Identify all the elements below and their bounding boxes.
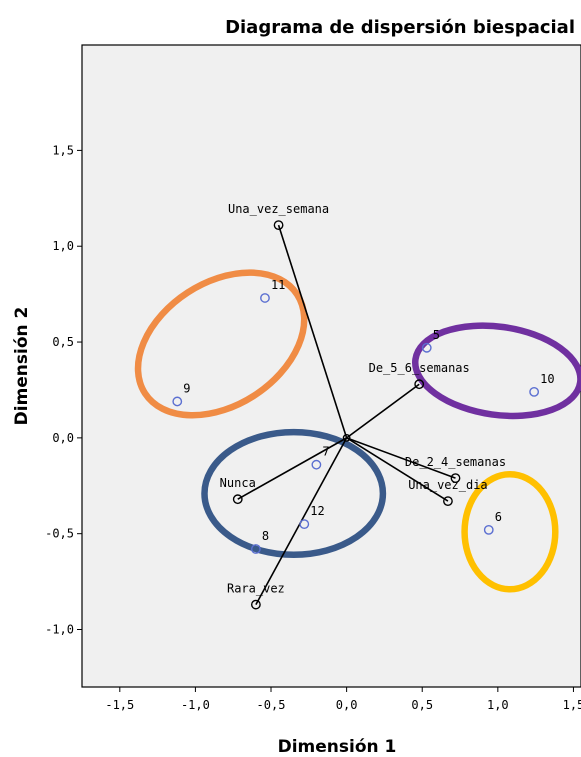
origin-marker xyxy=(342,433,351,442)
case-label: 11 xyxy=(271,278,285,292)
y-tick-label: 1,0 xyxy=(52,239,74,253)
x-tick-label: 1,0 xyxy=(487,698,509,712)
x-tick-label: -1,5 xyxy=(105,698,134,712)
x-tick-label: -1,0 xyxy=(181,698,210,712)
highlight-ellipses xyxy=(134,269,581,593)
x-tick-label: -0,5 xyxy=(257,698,286,712)
vector-label: Una_vez_semana xyxy=(228,202,329,216)
case-point xyxy=(311,459,322,470)
case-label: 9 xyxy=(183,381,190,395)
vector-line xyxy=(237,437,348,500)
case-point xyxy=(529,386,540,397)
vector-marker xyxy=(450,473,461,484)
vector-marker xyxy=(250,599,261,610)
x-tick-label: 0,0 xyxy=(336,698,358,712)
x-axis-title: Dimensión 1 xyxy=(278,737,397,757)
case-point xyxy=(299,519,310,530)
y-axis-title: Dimensión 2 xyxy=(12,307,32,426)
vector-line xyxy=(277,224,348,439)
vector-label: Una_vez_dia xyxy=(408,478,487,492)
x-axis-ticks: -1,5 -1,0 -0,5 0,0 0,5 1,0 1,5 xyxy=(105,687,581,712)
plot-area xyxy=(81,44,581,688)
y-axis-ticks: -1,0 -0,5 0,0 0,5 1,0 1,5 xyxy=(45,143,82,637)
case-point xyxy=(421,342,432,353)
points: Una_vez_semana De_5_6_semanas De_2_4_seman… xyxy=(172,202,555,610)
highlight-ellipse xyxy=(134,269,308,419)
vector-line xyxy=(346,437,456,479)
highlight-ellipse xyxy=(201,428,387,559)
y-tick-label: 1,5 xyxy=(52,143,74,157)
vector-label: De_5_6_semanas xyxy=(369,361,470,375)
vector-label: De_2_4_semanas xyxy=(405,455,506,469)
vector-line xyxy=(346,383,420,439)
case-label: 10 xyxy=(540,372,554,386)
vector-label: Rara_vez xyxy=(227,582,285,596)
highlight-ellipse xyxy=(461,471,559,593)
y-tick-label: 0,5 xyxy=(52,335,74,349)
vector-line xyxy=(346,437,449,502)
case-label: 7 xyxy=(322,445,329,459)
chart-title: Diagrama de dispersión biespacial xyxy=(225,17,575,38)
y-tick-label: -1,0 xyxy=(45,623,74,637)
vector-label: Nunca xyxy=(220,476,256,490)
highlight-ellipse xyxy=(411,322,581,420)
case-label: 6 xyxy=(495,510,502,524)
case-label: 5 xyxy=(433,328,440,342)
case-point xyxy=(250,544,261,554)
x-tick-label: 0,5 xyxy=(411,698,433,712)
y-tick-label: 0,0 xyxy=(52,431,74,445)
vector-marker xyxy=(414,379,425,390)
case-label: 12 xyxy=(310,504,324,518)
vector-marker xyxy=(232,494,243,505)
case-point xyxy=(260,293,270,303)
case-label: 8 xyxy=(262,529,269,543)
y-tick-label: -0,5 xyxy=(45,527,74,541)
vector-marker xyxy=(273,220,284,231)
vector-marker xyxy=(443,496,453,507)
case-point xyxy=(172,396,183,407)
case-point xyxy=(483,524,494,535)
x-tick-label: 1,5 xyxy=(563,698,581,712)
